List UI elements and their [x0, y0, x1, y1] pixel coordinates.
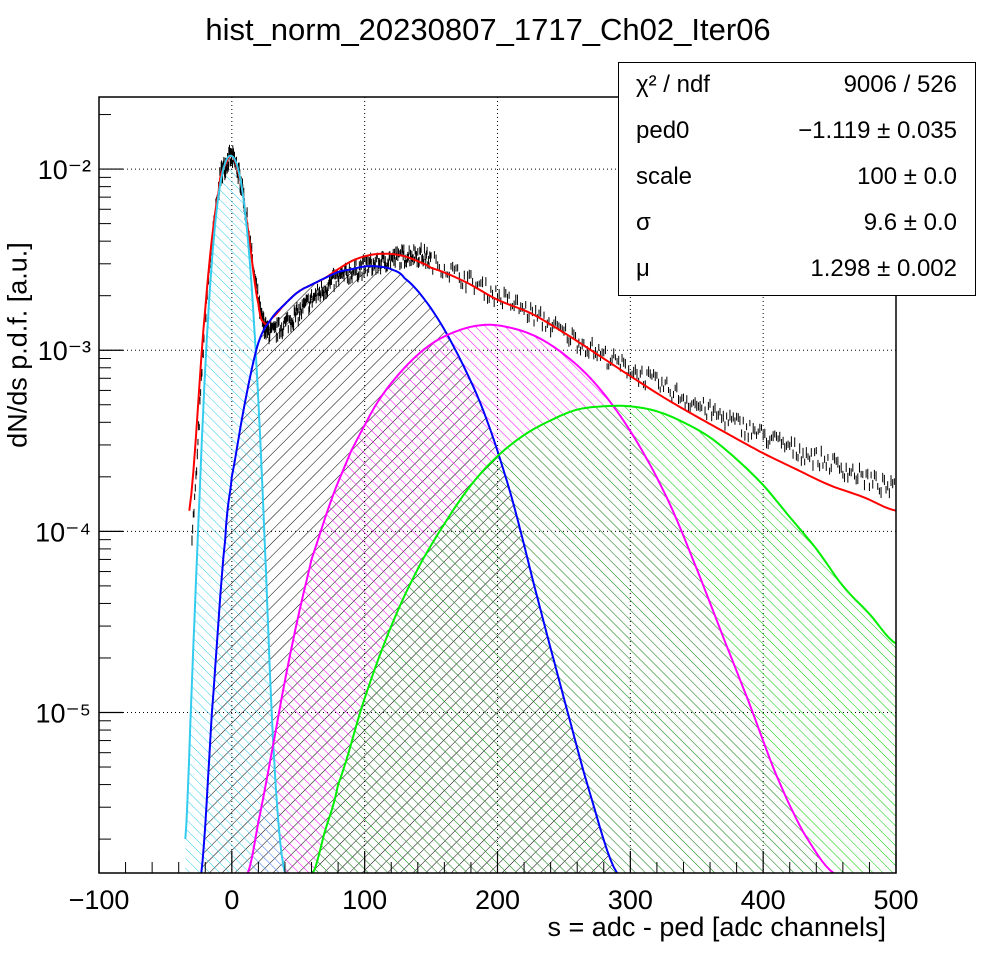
chart-title: hist_norm_20230807_1717_Ch02_Iter06	[205, 12, 771, 47]
x-tick-label: 0	[224, 885, 239, 915]
stats-label: scale	[636, 163, 693, 190]
y-axis-label: dN/ds p.d.f. [a.u.]	[2, 242, 33, 448]
fit-stats-box: χ² / ndf 9006 / 526 ped0 −1.119 ± 0.035 …	[618, 62, 976, 296]
stats-value: −1.119 ± 0.035	[798, 117, 957, 144]
stats-row-ped0: ped0 −1.119 ± 0.035	[619, 109, 975, 155]
fit-curves	[184, 154, 896, 873]
y-tick-label: 10⁻³	[38, 336, 91, 366]
x-tick-label: 100	[342, 885, 387, 915]
stats-label: ped0	[636, 117, 690, 144]
y-tick-label: 10⁻⁴	[35, 517, 91, 547]
stats-value: 9006 / 526	[843, 71, 957, 98]
x-tick-label: 500	[873, 885, 918, 915]
stats-row-chi2: χ² / ndf 9006 / 526	[619, 63, 975, 109]
x-tick-label: −100	[69, 885, 130, 915]
y-tick-label: 10⁻⁵	[36, 699, 91, 729]
component-fills	[185, 155, 896, 873]
curve-1-p-e-	[200, 265, 618, 873]
stats-row-mu: μ 1.298 ± 0.002	[619, 247, 975, 293]
x-tick-label: 300	[608, 885, 653, 915]
stats-row-sigma: σ 9.6 ± 0.0	[619, 201, 975, 247]
fill-pedestal	[185, 155, 285, 873]
curve-pedestal	[184, 154, 286, 873]
stats-value: 9.6 ± 0.0	[863, 209, 957, 236]
stats-value: 100 ± 0.0	[857, 163, 957, 190]
stats-value: 1.298 ± 0.002	[810, 255, 957, 282]
axes: −100 0 100 200 300 400 500 10⁻⁵ 10⁻⁴ 10⁻³ 10⁻²	[35, 114, 919, 915]
x-tick-label: 200	[475, 885, 520, 915]
stats-row-scale: scale 100 ± 0.0	[619, 155, 975, 201]
y-tick-label: 10⁻²	[38, 155, 91, 185]
curve-2-p-e-	[246, 323, 835, 873]
fill-3-p-e-	[312, 405, 896, 873]
curve-3-p-e-	[311, 404, 896, 873]
x-tick-label: 400	[741, 885, 786, 915]
stats-label: σ	[636, 209, 651, 236]
stats-label: μ	[636, 255, 650, 282]
stats-label: χ² / ndf	[636, 71, 710, 98]
x-axis-label: s = adc - ped [adc channels]	[547, 912, 886, 942]
